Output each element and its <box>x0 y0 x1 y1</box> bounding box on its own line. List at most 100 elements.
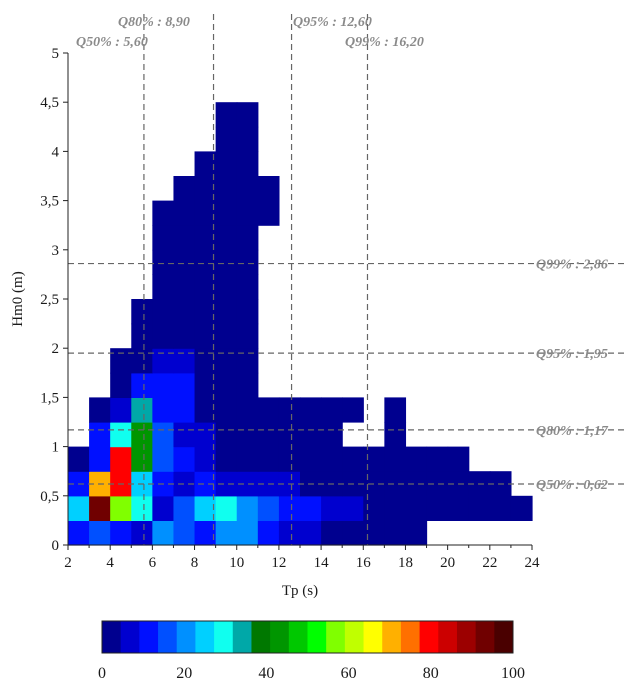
heatmap-cell <box>426 495 449 521</box>
quantile-label-hm0: Q99% : 2,86 <box>536 258 608 273</box>
heatmap-cell <box>510 495 533 521</box>
heatmap-cell <box>300 422 322 448</box>
heatmap-cell <box>236 299 259 325</box>
colorbar-swatch <box>102 621 122 653</box>
x-tick-label: 8 <box>191 555 199 571</box>
heatmap-cell <box>236 495 259 521</box>
heatmap-cell <box>194 471 217 497</box>
heatmap-cell <box>173 249 196 275</box>
heatmap-cell <box>152 520 175 546</box>
y-tick-label: 4 <box>52 144 60 160</box>
heatmap-cell <box>110 372 132 398</box>
colorbar-frame <box>101 620 514 654</box>
heatmap-cell <box>194 299 217 325</box>
heatmap-cell <box>236 151 259 177</box>
heatmap-cell <box>215 495 238 521</box>
heatmap-cell <box>257 176 280 202</box>
heatmap-cell <box>321 520 343 546</box>
quantile-label-tp: Q99% : 16,20 <box>345 35 424 50</box>
heatmap-cell <box>131 397 153 423</box>
heatmap-cell <box>278 520 301 546</box>
heatmap-cell <box>131 520 153 546</box>
heatmap-cell <box>363 495 385 521</box>
heatmap-cell <box>215 520 238 546</box>
colorbar-swatch <box>195 621 215 653</box>
heatmap-cell <box>152 372 175 398</box>
y-tick-label: 2,5 <box>40 292 59 308</box>
colorbar-swatch <box>456 621 477 653</box>
heatmap-cell <box>131 299 153 325</box>
heatmap-cell <box>110 348 132 374</box>
x-tick-label: 4 <box>106 555 114 571</box>
heatmap-cell <box>236 397 259 423</box>
heatmap-cell <box>215 249 238 275</box>
heatmap-cell <box>89 422 111 448</box>
heatmap-cell <box>194 200 217 226</box>
heatmap-cell <box>342 495 364 521</box>
heatmap-cell <box>257 446 280 472</box>
heatmap-cell <box>236 323 259 349</box>
heatmap-cell <box>447 495 470 521</box>
heatmap-cell <box>152 495 175 521</box>
heatmap-cell <box>131 446 153 472</box>
y-tick-label: 1,5 <box>40 390 59 406</box>
x-tick-label: 20 <box>440 555 455 571</box>
heatmap-cell <box>236 102 259 128</box>
heatmap-cell <box>131 495 153 521</box>
heatmap-cell <box>363 471 385 497</box>
heatmap-cell <box>152 225 175 251</box>
heatmap-cell <box>405 520 428 546</box>
heatmap-cell <box>131 372 153 398</box>
heatmap-cell <box>257 520 280 546</box>
colorbar-swatch <box>120 621 140 653</box>
heatmap-cell <box>152 422 175 448</box>
x-tick-label: 14 <box>314 555 330 571</box>
colorbar-tick-label: 20 <box>176 665 192 682</box>
heatmap-cell <box>342 446 364 472</box>
heatmap-cell <box>152 249 175 275</box>
colorbar-swatch <box>438 621 458 653</box>
colorbar-swatch <box>288 621 308 653</box>
y-tick-label: 2 <box>52 341 60 357</box>
heatmap-cell <box>489 495 512 521</box>
heatmap-cell <box>173 446 196 472</box>
x-axis-title: Tp (s) <box>282 583 318 599</box>
heatmap-cell <box>152 446 175 472</box>
heatmap-cell <box>300 520 322 546</box>
colorbar-swatch <box>158 621 178 653</box>
heatmap-cell <box>173 176 196 202</box>
colorbar-swatch <box>382 621 402 653</box>
heatmap-cell <box>194 249 217 275</box>
heatmap-cell <box>278 397 301 423</box>
quantile-label-hm0: Q95% : 1,95 <box>536 347 608 362</box>
heatmap-cell <box>131 422 153 448</box>
heatmap-cell <box>215 176 238 202</box>
heatmap-cell <box>89 446 111 472</box>
x-tick-label: 6 <box>149 555 157 571</box>
colorbar-swatch <box>139 621 159 653</box>
heatmap-cell <box>173 299 196 325</box>
heatmap-cell <box>152 397 175 423</box>
heatmap-cell <box>236 422 259 448</box>
heatmap-cell <box>363 446 385 472</box>
heatmap-cell <box>236 200 259 226</box>
colorbar-swatch <box>400 621 421 653</box>
heatmap-cell <box>236 225 259 251</box>
heatmap-cell <box>426 446 449 472</box>
heatmap-cell <box>215 126 238 152</box>
x-tick-label: 22 <box>482 555 497 571</box>
colorbar-swatch <box>307 621 327 653</box>
y-tick-label: 5 <box>52 46 60 62</box>
heatmap-cell <box>131 348 153 374</box>
heatmap-cell <box>215 225 238 251</box>
heatmap-cell <box>173 495 196 521</box>
colorbar-tick-label: 100 <box>501 665 525 682</box>
quantile-lines: Q50% : 5,60 Q80% : 8,90 Q95% : 12,60 Q99% :… <box>68 14 624 545</box>
heatmap-cell <box>236 348 259 374</box>
y-tick-label: 1 <box>52 440 60 456</box>
heatmap-cell <box>173 348 196 374</box>
quantile-label-tp: Q80% : 8,90 <box>118 15 190 30</box>
heatmap-cell <box>194 274 217 300</box>
x-tick-label: 24 <box>525 555 541 571</box>
x-tick-label: 12 <box>271 555 286 571</box>
